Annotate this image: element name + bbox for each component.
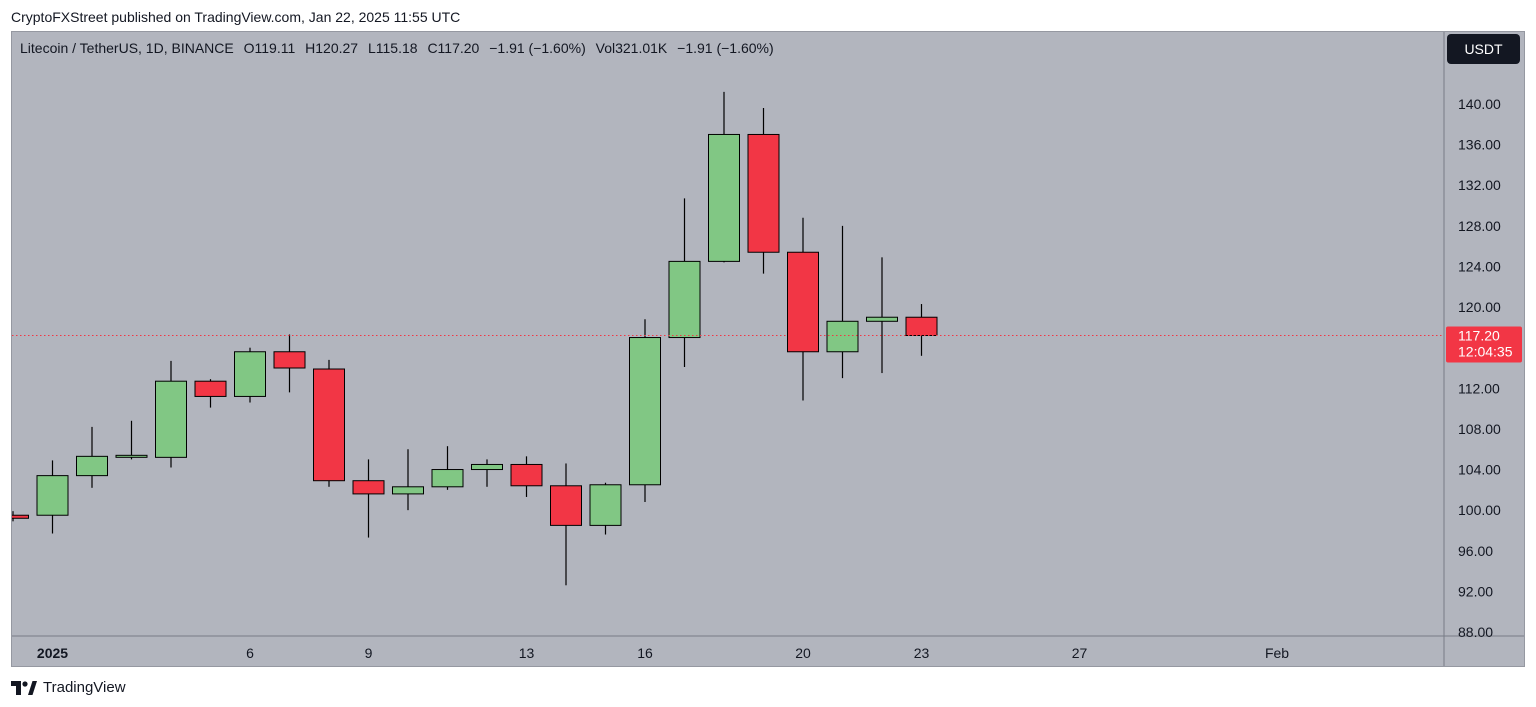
candle-body (510, 463, 543, 487)
x-tick-label: 9 (365, 645, 373, 661)
candle[interactable] (510, 456, 543, 497)
candle-body (747, 133, 780, 253)
published-caption: CryptoFXStreet published on TradingView.… (11, 9, 461, 25)
legend-change: −1.91 (−1.60%) (489, 40, 586, 56)
candle-body (352, 480, 385, 495)
tradingview-logo-icon (11, 680, 37, 695)
x-tick-label: 6 (246, 645, 254, 661)
y-tick-label: 104.00 (1458, 462, 1501, 478)
candle-body (905, 316, 938, 337)
legend-low: L115.18 (367, 40, 418, 56)
candle[interactable] (36, 460, 69, 534)
candle-body (866, 316, 898, 322)
y-tick-label: 88.00 (1458, 624, 1493, 640)
candle-body (273, 351, 306, 369)
candle[interactable] (194, 379, 227, 408)
symbol-legend[interactable]: Litecoin / TetherUS, 1D, BINANCE O119.11… (20, 40, 780, 56)
candle-body (787, 251, 819, 353)
x-tick-label: 13 (519, 645, 535, 661)
x-tick-label: 16 (637, 645, 653, 661)
candle-body (76, 455, 108, 477)
y-tick-label: 96.00 (1458, 543, 1493, 559)
candle[interactable] (826, 225, 859, 379)
candle-body (392, 486, 424, 495)
candle[interactable] (708, 91, 740, 263)
candle-body (471, 463, 503, 471)
candle[interactable] (234, 347, 266, 403)
y-tick-label: 108.00 (1458, 421, 1501, 437)
last-price-value: 117.20 (1458, 328, 1500, 344)
y-tick-label: 120.00 (1458, 299, 1501, 315)
y-tick-label: 124.00 (1458, 258, 1501, 274)
candle-body (234, 351, 266, 397)
candle[interactable] (905, 304, 938, 356)
currency-button[interactable]: USDT (1447, 34, 1520, 64)
candle[interactable] (787, 217, 819, 401)
y-tick-label: 112.00 (1458, 380, 1500, 396)
x-tick-label: 23 (914, 645, 930, 661)
candle[interactable] (431, 446, 464, 490)
x-tick-label: 2025 (37, 645, 68, 661)
candle[interactable] (76, 426, 108, 488)
candle[interactable] (12, 511, 29, 522)
candle-body (589, 484, 622, 526)
chart-pane[interactable]: 140.00 136.00 132.00 128.00 124.00 120.00 112.… (11, 31, 1525, 667)
candle-body (12, 514, 29, 519)
candle[interactable] (668, 198, 701, 367)
candle-body (115, 454, 148, 458)
candlestick-chart[interactable]: 140.00 136.00 132.00 128.00 124.00 120.00 112.… (12, 32, 1524, 666)
legend-close: C117.20 (427, 40, 480, 56)
y-tick-label: 132.00 (1458, 177, 1501, 193)
y-tick-label: 140.00 (1458, 96, 1501, 112)
candle-body (313, 368, 345, 482)
candle-body (550, 485, 582, 526)
x-tick-label: 20 (795, 645, 811, 661)
y-tick-label: 128.00 (1458, 218, 1501, 234)
y-tick-label: 136.00 (1458, 137, 1501, 153)
axis-layer: 140.00 136.00 132.00 128.00 124.00 120.00 112.… (12, 32, 1524, 666)
candle-body (629, 337, 661, 486)
tradingview-brand[interactable]: TradingView (11, 679, 126, 696)
legend-symbol: Litecoin / TetherUS, 1D, BINANCE (20, 40, 234, 56)
candle[interactable] (629, 319, 661, 503)
x-tick-label: Feb (1265, 645, 1289, 661)
candle[interactable] (471, 459, 503, 487)
candle[interactable] (313, 359, 345, 487)
candle-body (36, 475, 69, 516)
candle-body (668, 260, 701, 339)
candle-body (155, 380, 187, 458)
candle[interactable] (155, 360, 187, 468)
candle[interactable] (115, 420, 148, 460)
candle[interactable] (273, 334, 306, 393)
legend-open: O119.11 (243, 40, 296, 56)
last-price-label-bg (1446, 326, 1522, 363)
brand-name: TradingView (43, 679, 126, 696)
candle-body (194, 380, 227, 397)
candle-body (431, 469, 464, 488)
y-tick-label: 92.00 (1458, 583, 1493, 599)
candles-layer (12, 91, 938, 586)
bar-countdown: 12:04:35 (1458, 344, 1513, 360)
y-tick-label: 100.00 (1458, 502, 1501, 518)
candle-body (708, 133, 740, 262)
candle[interactable] (866, 257, 898, 374)
candle[interactable] (550, 463, 582, 586)
candle[interactable] (352, 459, 385, 538)
candle[interactable] (589, 482, 622, 535)
legend-high: H120.27 (305, 40, 359, 56)
x-tick-label: 27 (1072, 645, 1088, 661)
candle[interactable] (392, 449, 424, 511)
candle[interactable] (747, 108, 780, 274)
candle-body (826, 320, 859, 353)
legend-volume: Vol321.01K (595, 40, 668, 56)
legend-volume-change: −1.91 (−1.60%) (677, 40, 774, 56)
